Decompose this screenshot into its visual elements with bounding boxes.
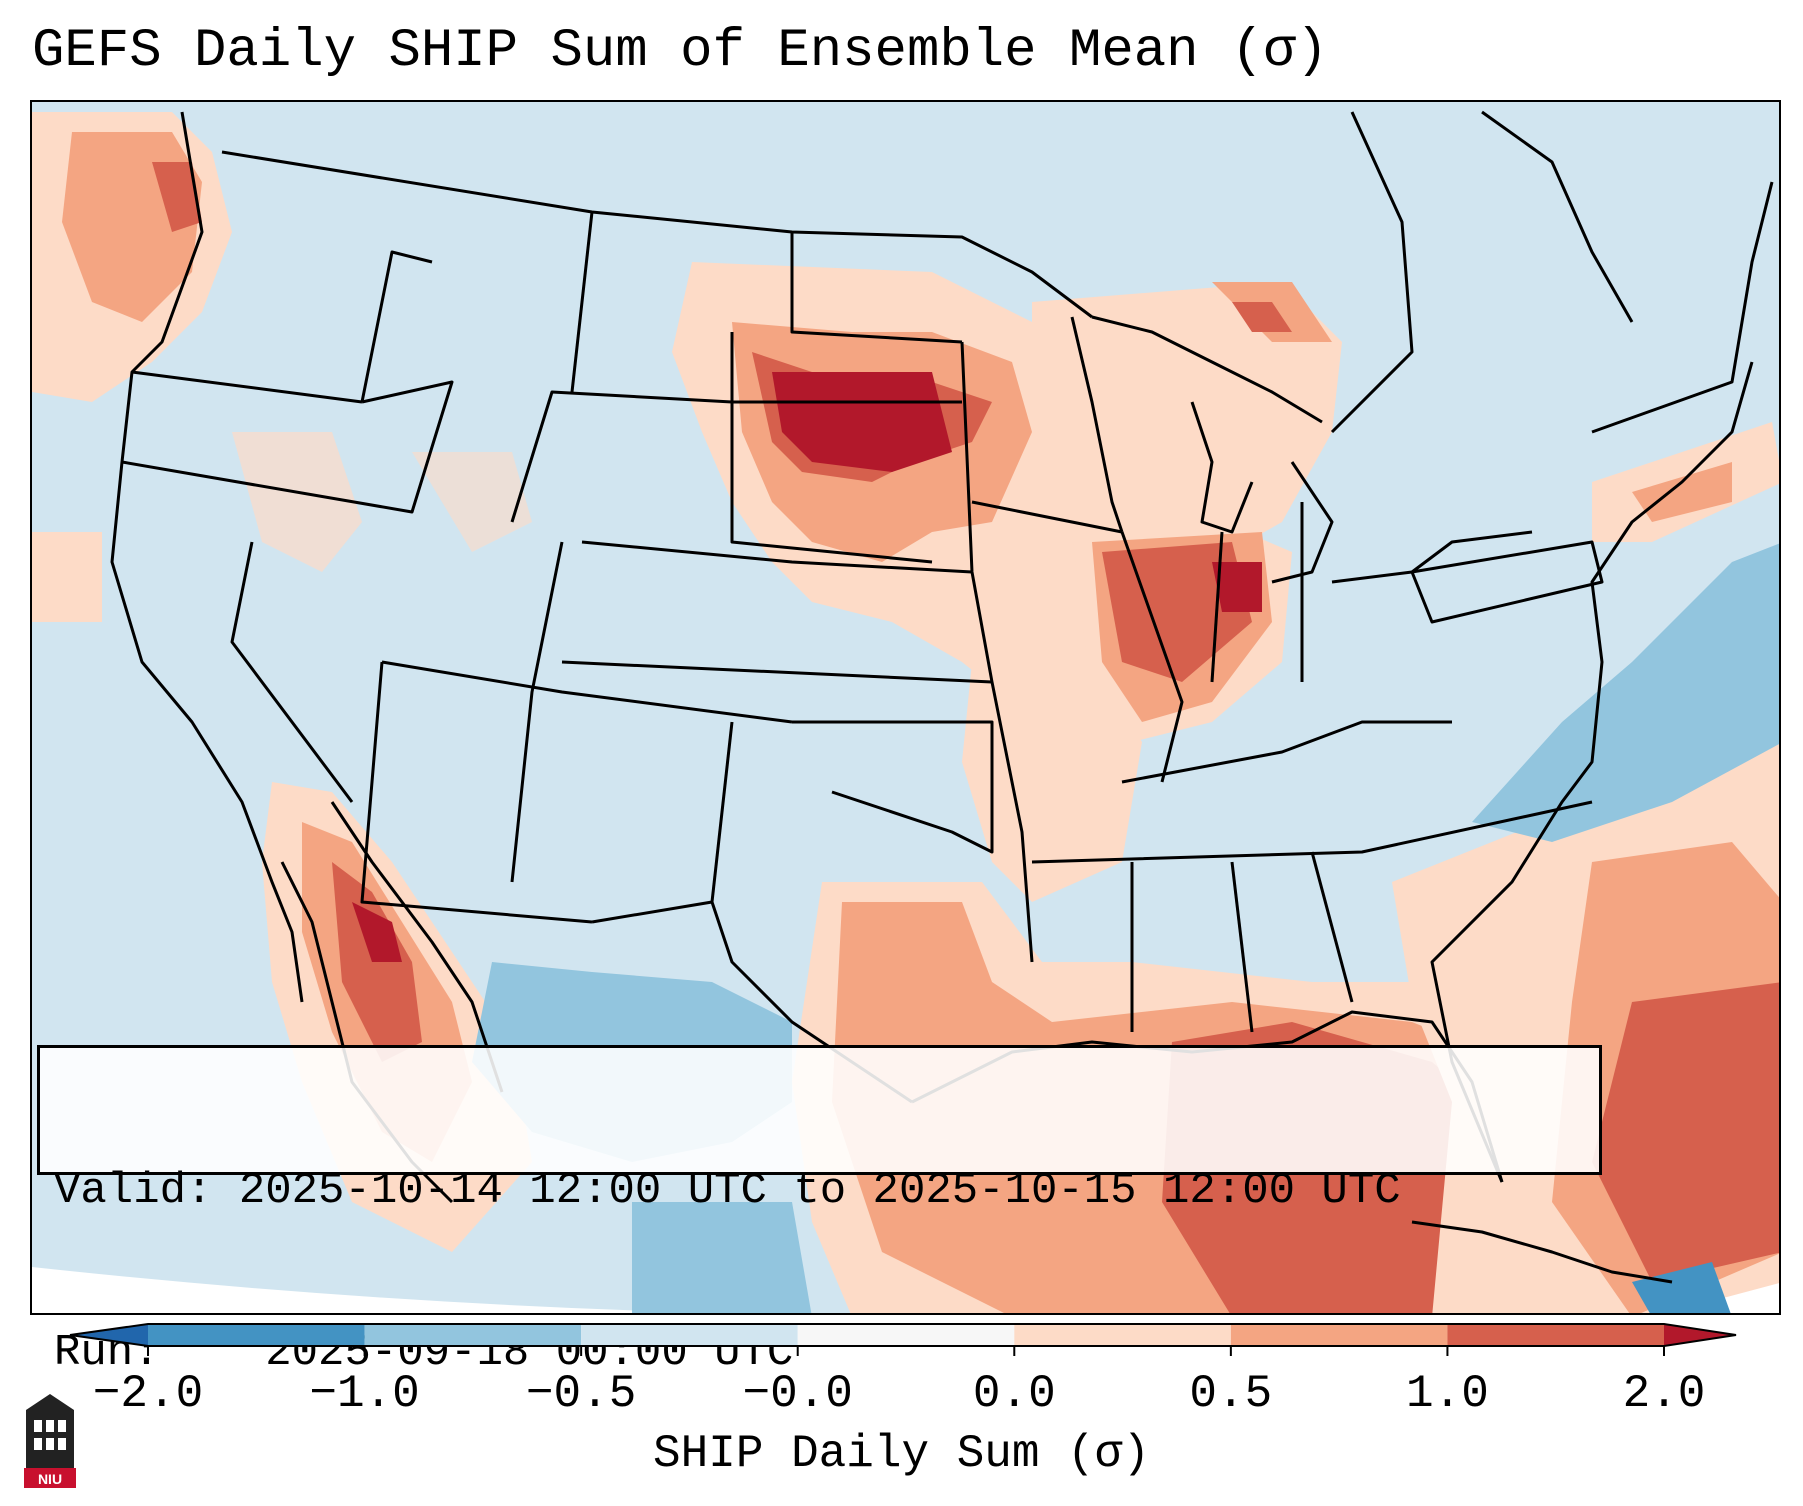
colorbar-tick-label: 0.0 xyxy=(972,1368,1056,1420)
colorbar-tick-label: −0.0 xyxy=(742,1368,853,1420)
colorbar-tick-label: 2.0 xyxy=(1622,1368,1706,1420)
colorbar-segment xyxy=(581,1324,798,1346)
valid-line: Valid: 2025-10-14 12:00 UTC to 2025-10-1… xyxy=(54,1164,1585,1218)
map-canvas xyxy=(32,110,1779,1313)
colorbar-segment xyxy=(1014,1324,1231,1346)
valid-label: Valid: xyxy=(54,1166,213,1216)
colorbar-segment xyxy=(148,1324,365,1346)
boundaries xyxy=(110,110,1774,1284)
logo-text: NIU xyxy=(38,1471,62,1487)
colorbar-segment xyxy=(797,1324,1015,1346)
niu-logo: NIU xyxy=(24,1394,76,1488)
colorbar-extend-high xyxy=(1664,1324,1736,1346)
map-title: GEFS Daily SHIP Sum of Ensemble Mean (σ) xyxy=(32,21,1329,82)
colorbar-tick-label: −0.5 xyxy=(525,1368,637,1420)
colorbar-tick-label: −2.0 xyxy=(92,1368,204,1420)
colorbar-extend-low xyxy=(70,1324,148,1346)
colorbar xyxy=(69,1323,1737,1356)
colorbar-segments xyxy=(69,1323,1737,1347)
colorbar-segment xyxy=(1230,1324,1448,1346)
anomaly-field xyxy=(32,112,1779,1313)
colorbar-segment xyxy=(1447,1324,1664,1346)
map-panel[interactable] xyxy=(30,100,1781,1315)
colorbar-label: SHIP Daily Sum (σ) xyxy=(653,1428,1150,1480)
valid-text: 2025-10-14 12:00 UTC to 2025-10-15 12:00… xyxy=(238,1166,1401,1216)
colorbar-ticks xyxy=(147,1346,1665,1356)
colorbar-segment xyxy=(364,1324,582,1346)
colorbar-tick-label: 1.0 xyxy=(1406,1368,1489,1420)
colorbar-tick-label: −1.0 xyxy=(309,1368,420,1420)
colorbar-tick-label: 0.5 xyxy=(1189,1368,1273,1420)
info-box: Valid: 2025-10-14 12:00 UTC to 2025-10-1… xyxy=(37,1045,1602,1378)
